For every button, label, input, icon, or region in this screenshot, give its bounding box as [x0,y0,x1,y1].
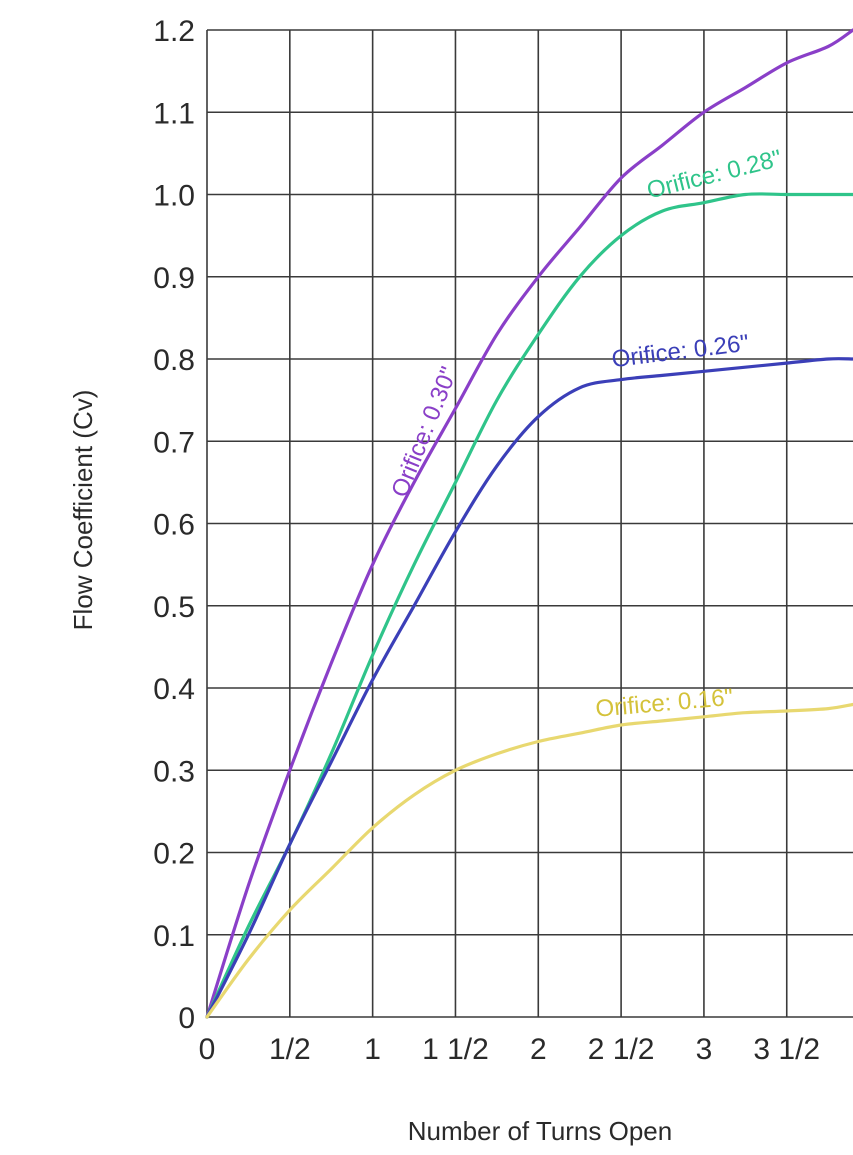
y-tick-label: 0 [178,1002,195,1035]
x-axis-title: Number of Turns Open [408,1116,672,1146]
y-tick-label: 0.1 [153,920,195,953]
y-tick-label: 0.4 [153,673,195,706]
series-labels: Orifice: 0.30"Orifice: 0.28"Orifice: 0.2… [386,145,784,723]
y-axis-title: Flow Coefficient (Cv) [68,390,98,631]
series-lines [205,28,853,1019]
series-label: Orifice: 0.30" [386,363,463,501]
x-tick-label: 0 [199,1033,216,1066]
y-tick-label: 0.2 [153,838,195,871]
y-tick-label: 0.9 [153,262,195,295]
tick-labels: 0 0.1 0.2 0.3 0.4 0.5 0.6 0.7 0.8 0.9 1.0 1.1 1.2 0 1/… [153,15,820,1066]
grid [206,29,853,1018]
y-tick-label: 1.2 [153,15,195,48]
y-tick-label: 0.5 [153,591,195,624]
y-tick-label: 0.6 [153,509,195,542]
x-tick-label: 3 [696,1033,713,1066]
x-tick-label: 2 [530,1033,547,1066]
series-label: Orifice: 0.26" [610,330,750,374]
series-line [205,28,853,1019]
y-tick-label: 1.1 [153,97,195,130]
x-tick-label: 3 1/2 [753,1033,820,1066]
y-tick-label: 1.0 [153,180,195,213]
y-tick-label: 0.3 [153,755,195,788]
x-tick-label: 1/2 [269,1033,311,1066]
x-tick-label: 1 [364,1033,381,1066]
series-line [205,702,853,1019]
y-tick-label: 0.8 [153,344,195,377]
x-tick-label: 1 1/2 [422,1033,489,1066]
x-tick-label: 2 1/2 [588,1033,655,1066]
y-tick-label: 0.7 [153,426,195,459]
series-line [205,357,853,1019]
